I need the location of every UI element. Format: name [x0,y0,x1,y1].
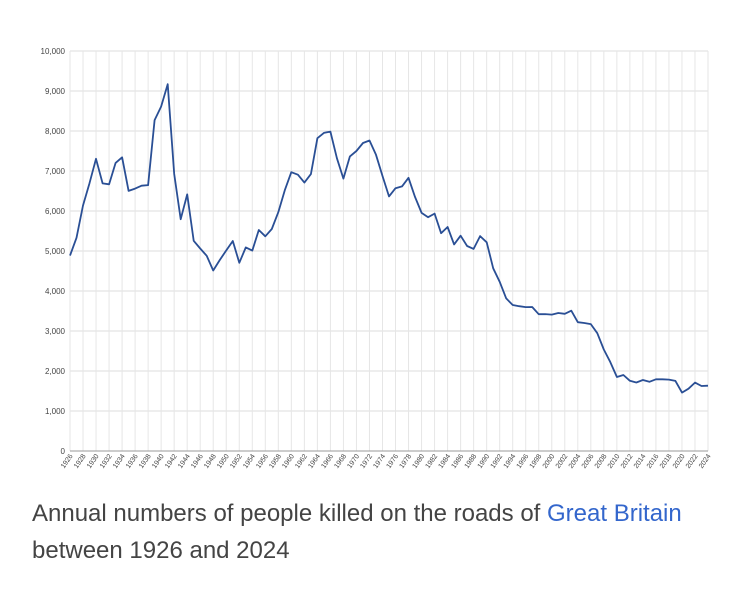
x-tick-label: 1986 [451,453,466,470]
x-tick-label: 1962 [294,453,309,470]
x-tick-label: 1946 [190,453,205,470]
y-tick-label: 0 [61,447,66,456]
x-tick-label: 1942 [164,453,179,470]
x-tick-label: 1966 [320,453,335,470]
x-tick-label: 1938 [138,453,153,470]
x-tick-label: 2020 [672,453,687,470]
x-tick-label: 1944 [177,453,192,470]
x-tick-label: 1972 [359,453,374,470]
x-tick-label: 2018 [659,453,674,470]
x-tick-label: 1950 [216,453,231,470]
great-britain-link[interactable]: Great Britain [547,500,682,527]
x-tick-label: 1998 [529,453,544,470]
y-tick-label: 2,000 [45,367,66,376]
x-tick-label: 1996 [516,453,531,470]
x-tick-label: 1968 [333,453,348,470]
chart-container: 0 1,000 2,000 3,000 4,000 5,000 6,000 7,000 8,00… [41,47,713,470]
x-tick-label: 1982 [425,453,440,470]
x-tick-label: 2004 [568,453,583,470]
figure-caption: Annual numbers of people killed on the r… [32,495,722,569]
x-tick-label: 2012 [620,453,635,470]
x-tick-label: 1992 [490,453,505,470]
x-tick-label: 2024 [698,453,713,470]
series-layer [69,83,709,394]
x-tick-label: 1936 [125,453,140,470]
x-tick-label: 2010 [607,453,622,470]
x-tick-label: 1978 [398,453,413,470]
x-tick-label: 2008 [594,453,609,470]
y-tick-label: 7,000 [45,167,66,176]
x-tick-label: 1974 [372,453,387,470]
x-axis-tick-labels: 1926192819301932193419361938194019421944… [60,453,713,470]
x-tick-label: 2014 [633,453,648,470]
y-tick-label: 3,000 [45,327,66,336]
x-tick-label: 2016 [646,453,661,470]
caption-text-end: between 1926 and 2024 [32,537,290,564]
line-chart: 0 1,000 2,000 3,000 4,000 5,000 6,000 7,000 8,00… [41,47,713,470]
x-tick-label: 1948 [203,453,218,470]
x-tick-label: 1964 [307,453,322,470]
x-tick-label: 1990 [477,453,492,470]
x-tick-label: 1980 [412,453,427,470]
y-tick-label: 6,000 [45,207,66,216]
y-axis-tick-labels: 0 1,000 2,000 3,000 4,000 5,000 6,000 7,000 8,00… [41,47,66,456]
x-tick-label: 1984 [438,453,453,470]
x-tick-label: 1940 [151,453,166,470]
x-tick-label: 1932 [99,453,114,470]
x-tick-label: 2000 [542,453,557,470]
x-tick-label: 1954 [242,453,257,470]
y-tick-label: 4,000 [45,287,66,296]
x-tick-label: 1930 [86,453,101,470]
x-tick-label: 1958 [268,453,283,470]
x-tick-label: 2022 [685,453,700,470]
grid-layer [69,50,709,452]
x-tick-label: 1988 [464,453,479,470]
x-tick-label: 1952 [229,453,244,470]
road-deaths-line [69,83,709,394]
x-tick-label: 1934 [112,453,127,470]
x-tick-label: 1994 [503,453,518,470]
x-tick-label: 2002 [555,453,570,470]
x-tick-label: 2006 [581,453,596,470]
y-tick-label: 5,000 [45,247,66,256]
x-tick-label: 1956 [255,453,270,470]
y-tick-label: 9,000 [45,87,66,96]
x-tick-label: 1928 [73,453,88,470]
x-tick-label: 1970 [346,453,361,470]
y-tick-label: 8,000 [45,127,66,136]
y-tick-label: 10,000 [41,47,66,56]
y-tick-label: 1,000 [45,407,66,416]
x-tick-label: 1976 [385,453,400,470]
caption-text-start: Annual numbers of people killed on the r… [32,500,548,527]
x-tick-label: 1960 [281,453,296,470]
